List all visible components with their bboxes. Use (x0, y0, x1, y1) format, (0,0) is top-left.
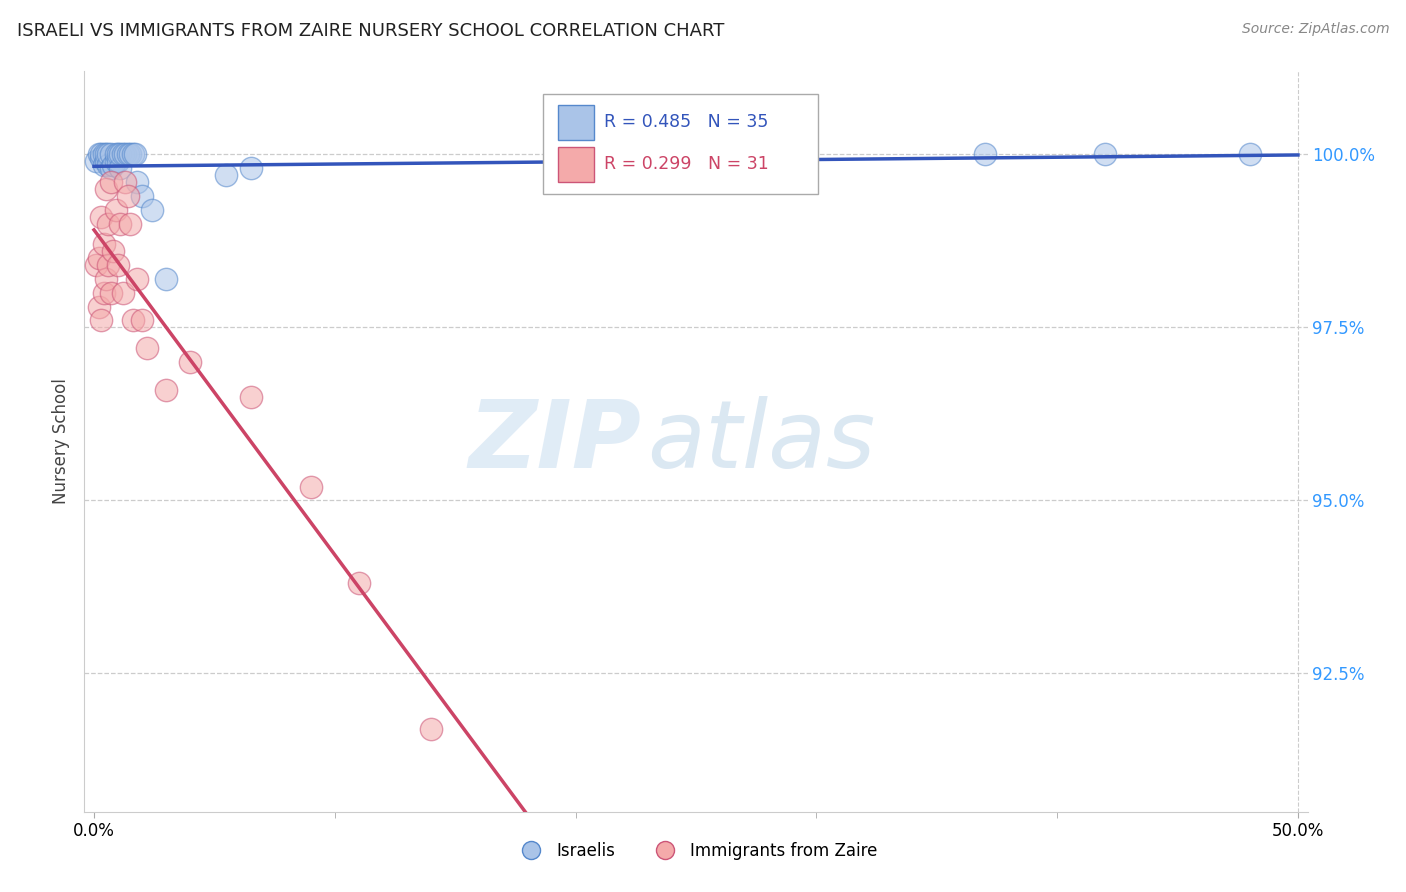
Point (87, 300, 110, 314)
Point (110, 161, 132, 176)
Point (155, 383, 177, 397)
Point (1094, 147, 1116, 161)
Point (239, 161, 262, 176)
Point (94, 154, 117, 169)
Point (613, 147, 636, 161)
Point (1239, 147, 1261, 161)
Point (111, 147, 134, 161)
Point (155, 272, 177, 286)
Point (90, 147, 112, 161)
Point (100, 147, 122, 161)
Point (104, 154, 127, 169)
Point (974, 147, 997, 161)
Point (107, 258, 129, 272)
Point (117, 189, 139, 203)
Point (136, 341, 159, 355)
Point (131, 313, 153, 327)
Point (87, 251, 110, 265)
Text: R = 0.485   N = 35: R = 0.485 N = 35 (605, 112, 769, 131)
Point (117, 147, 139, 161)
Point (179, 355, 201, 369)
Point (94, 182, 117, 196)
Point (124, 147, 146, 161)
Text: ISRAELI VS IMMIGRANTS FROM ZAIRE NURSERY SCHOOL CORRELATION CHART: ISRAELI VS IMMIGRANTS FROM ZAIRE NURSERY… (17, 22, 724, 40)
Point (110, 217, 132, 231)
Text: R = 0.299   N = 31: R = 0.299 N = 31 (605, 155, 769, 173)
Point (94, 147, 117, 161)
Point (97, 147, 120, 161)
Point (127, 175, 149, 189)
Point (97, 217, 120, 231)
Point (104, 202, 127, 217)
Text: atlas: atlas (647, 396, 876, 487)
Point (100, 175, 122, 189)
Point (131, 189, 153, 203)
Point (100, 161, 122, 176)
Bar (543, 94, 818, 194)
Point (121, 147, 143, 161)
Point (90, 151, 112, 165)
Point (93, 285, 115, 300)
Point (103, 158, 125, 172)
Bar (558, 147, 595, 183)
Point (97, 258, 120, 272)
Point (215, 168, 238, 182)
Text: Source: ZipAtlas.com: Source: ZipAtlas.com (1241, 22, 1389, 37)
Point (121, 313, 143, 327)
Point (86, 258, 108, 272)
Point (107, 147, 129, 161)
Point (239, 390, 262, 404)
Text: ZIP: ZIP (468, 395, 641, 488)
Legend: Israelis, Immigrants from Zaire: Israelis, Immigrants from Zaire (508, 835, 884, 866)
Point (114, 147, 136, 161)
Point (420, 722, 443, 736)
Point (110, 147, 132, 161)
Point (97, 158, 120, 172)
Point (93, 158, 115, 172)
Point (94, 272, 117, 286)
Point (299, 479, 322, 493)
Point (347, 576, 370, 591)
Bar (558, 104, 595, 140)
Point (111, 285, 134, 300)
Point (93, 147, 115, 161)
Point (86, 154, 108, 169)
Point (100, 285, 122, 300)
Point (127, 272, 149, 286)
Point (120, 217, 142, 231)
Point (141, 202, 163, 217)
Point (90, 313, 112, 327)
Point (90, 210, 112, 224)
Point (107, 154, 129, 169)
Point (114, 175, 136, 189)
Point (104, 147, 127, 161)
Point (103, 244, 125, 259)
Point (93, 237, 115, 252)
Y-axis label: Nursery School: Nursery School (52, 378, 70, 505)
Point (87, 147, 110, 161)
Point (120, 147, 142, 161)
